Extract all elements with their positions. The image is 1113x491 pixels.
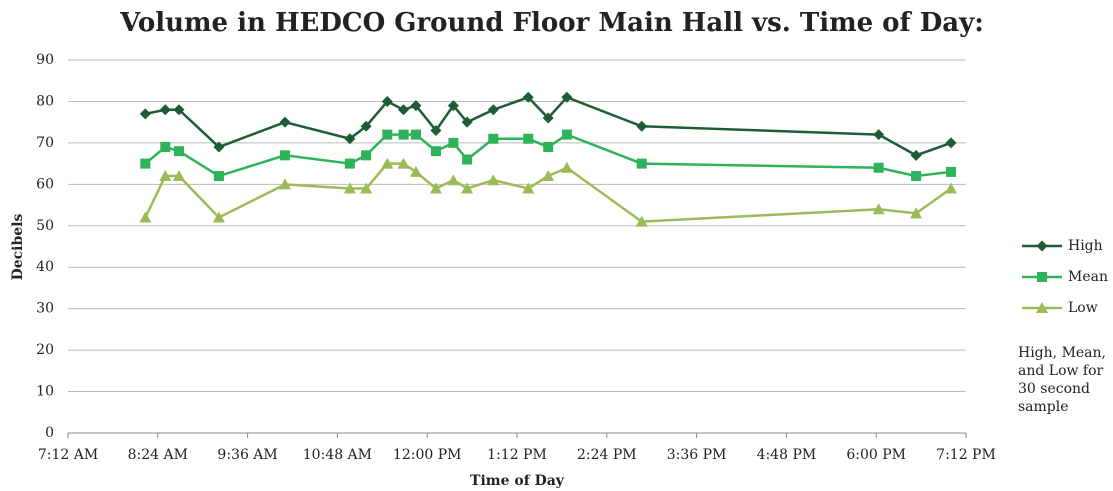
- y-tick-label: 30: [36, 301, 54, 317]
- data-point: [159, 170, 172, 182]
- data-point: [280, 150, 291, 161]
- data-point: [397, 157, 410, 169]
- data-point: [523, 133, 534, 144]
- data-point: [212, 211, 225, 223]
- data-point: [429, 182, 442, 194]
- data-point: [946, 166, 957, 177]
- x-tick-label: 7:12 AM: [38, 447, 98, 463]
- data-point: [360, 182, 373, 194]
- y-tick-label: 70: [36, 135, 54, 151]
- legend-label: Mean: [1068, 269, 1108, 285]
- data-point: [945, 182, 958, 194]
- y-tick-label: 20: [36, 342, 54, 358]
- data-point: [636, 158, 647, 169]
- data-point: [173, 104, 185, 116]
- data-point: [448, 137, 459, 148]
- data-point: [213, 171, 224, 182]
- data-point: [360, 120, 372, 132]
- data-point: [542, 112, 554, 124]
- data-point: [279, 116, 291, 128]
- data-point: [910, 149, 922, 161]
- legend-marker: [1036, 240, 1048, 252]
- data-point: [140, 158, 151, 169]
- data-point: [462, 154, 473, 165]
- data-point: [361, 150, 372, 161]
- data-point: [381, 157, 394, 169]
- data-point: [382, 129, 393, 140]
- data-point: [872, 203, 885, 215]
- data-point: [945, 137, 957, 149]
- data-point: [873, 162, 884, 173]
- data-point: [910, 207, 923, 219]
- data-point: [173, 170, 186, 182]
- data-point: [213, 141, 225, 153]
- data-point: [343, 182, 356, 194]
- x-tick-label: 6:00 PM: [846, 447, 906, 463]
- data-point: [279, 178, 292, 190]
- annotation: High, Mean, and Low for 30 second sample: [1018, 345, 1106, 415]
- data-point: [410, 100, 422, 112]
- data-point: [159, 104, 171, 116]
- data-point: [542, 170, 555, 182]
- y-tick-label: 0: [45, 425, 54, 441]
- y-tick-label: 60: [36, 176, 54, 192]
- data-point: [873, 129, 885, 141]
- data-point: [911, 171, 922, 182]
- chart-title: Volume in HEDCO Ground Floor Main Hall v…: [119, 8, 984, 38]
- x-axis-label: Time of Day: [470, 473, 565, 489]
- x-tick-label: 9:36 AM: [217, 447, 277, 463]
- data-point: [461, 116, 473, 128]
- data-point: [139, 211, 152, 223]
- x-tick-label: 8:24 AM: [128, 447, 188, 463]
- y-tick-label: 80: [36, 93, 54, 109]
- x-tick-label: 1:12 PM: [487, 447, 547, 463]
- legend-label: High: [1068, 238, 1103, 254]
- data-point: [447, 174, 460, 186]
- data-point: [487, 104, 499, 116]
- data-point: [398, 104, 410, 116]
- data-point: [410, 129, 421, 140]
- data-point: [430, 146, 441, 157]
- y-tick-label: 10: [36, 384, 54, 400]
- data-point: [174, 146, 185, 157]
- data-point: [344, 158, 355, 169]
- data-point: [430, 124, 442, 136]
- data-point: [561, 91, 573, 103]
- data-point: [344, 133, 356, 145]
- data-point: [636, 120, 648, 132]
- x-tick-label: 7:12 PM: [936, 447, 996, 463]
- data-point: [561, 129, 572, 140]
- data-point: [635, 215, 648, 227]
- data-point: [543, 142, 554, 153]
- y-tick-label: 90: [36, 52, 54, 68]
- x-tick-label: 2:24 PM: [577, 447, 637, 463]
- data-point: [461, 182, 474, 194]
- data-point: [488, 133, 499, 144]
- y-axis-label: Decibels: [10, 213, 26, 280]
- x-tick-label: 12:00 PM: [393, 447, 462, 463]
- x-tick-label: 4:48 PM: [757, 447, 817, 463]
- series-line: [144, 133, 952, 178]
- legend-marker: [1036, 302, 1048, 313]
- data-point: [160, 142, 171, 153]
- data-point: [447, 100, 459, 112]
- legend-marker: [1037, 272, 1047, 282]
- y-tick-label: 40: [36, 259, 54, 275]
- legend-label: Low: [1068, 300, 1098, 316]
- data-point: [560, 161, 573, 173]
- y-tick-label: 50: [36, 218, 54, 234]
- data-point: [381, 95, 393, 107]
- data-point: [139, 108, 151, 120]
- data-point: [398, 129, 409, 140]
- x-tick-label: 10:48 AM: [303, 447, 372, 463]
- data-point: [522, 182, 535, 194]
- data-point: [522, 91, 534, 103]
- x-tick-label: 3:36 PM: [667, 447, 727, 463]
- data-point: [487, 174, 500, 186]
- data-point: [409, 165, 422, 177]
